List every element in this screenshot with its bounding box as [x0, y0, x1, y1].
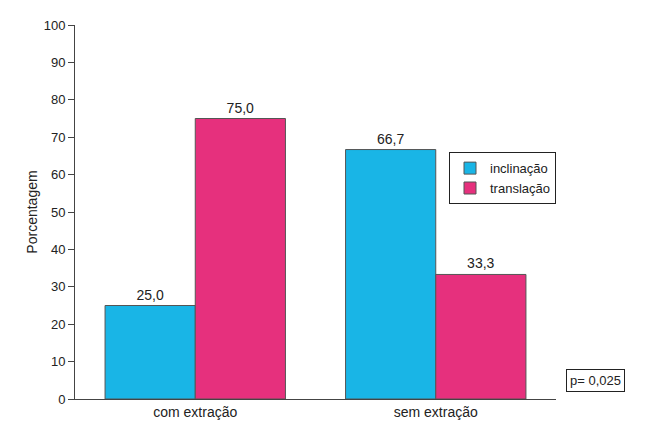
svg-text:sem extração: sem extração	[394, 404, 478, 420]
svg-text:60: 60	[51, 167, 65, 182]
svg-text:100: 100	[44, 18, 66, 33]
svg-text:30: 30	[51, 279, 65, 294]
svg-text:p= 0,025: p= 0,025	[570, 373, 621, 388]
svg-text:90: 90	[51, 55, 65, 70]
svg-text:50: 50	[51, 205, 65, 220]
svg-text:inclinação: inclinação	[490, 161, 548, 176]
svg-text:25,0: 25,0	[136, 287, 163, 303]
svg-text:0: 0	[58, 392, 65, 407]
svg-text:Porcentagem: Porcentagem	[24, 170, 40, 253]
svg-text:translação: translação	[490, 181, 550, 196]
svg-text:33,3: 33,3	[467, 255, 494, 271]
svg-text:80: 80	[51, 92, 65, 107]
svg-text:70: 70	[51, 130, 65, 145]
svg-text:75,0: 75,0	[227, 100, 254, 116]
svg-text:20: 20	[51, 317, 65, 332]
svg-text:66,7: 66,7	[377, 131, 404, 147]
svg-text:10: 10	[51, 354, 65, 369]
svg-text:40: 40	[51, 242, 65, 257]
svg-text:com extração: com extração	[153, 404, 237, 420]
